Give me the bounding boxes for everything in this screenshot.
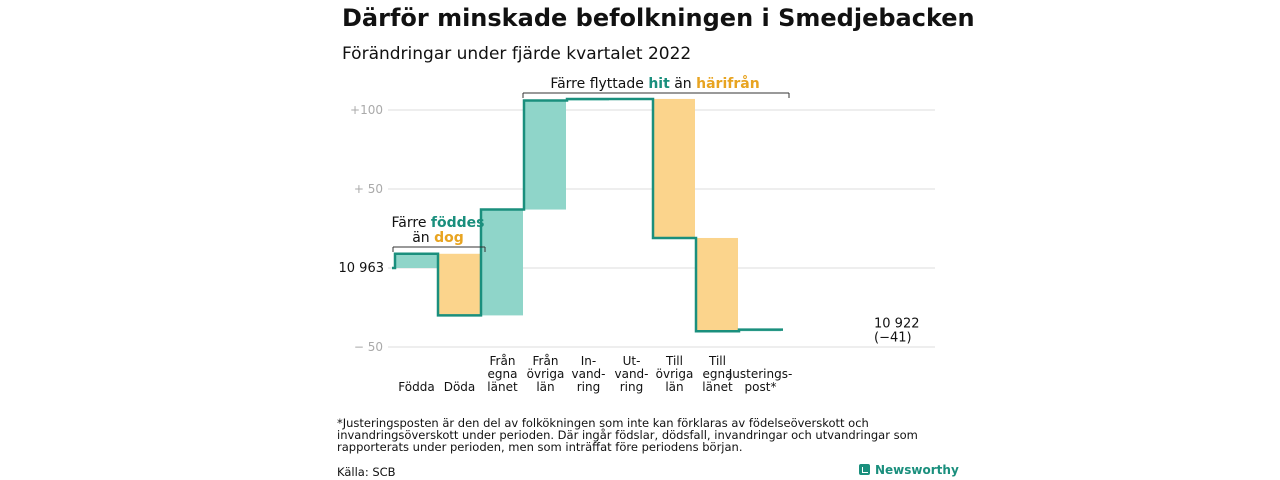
category-label: egna	[703, 367, 733, 381]
category-label: ring	[620, 380, 644, 394]
category-label: Från	[490, 354, 516, 368]
migration-annotation: Färre flyttade hit än härifrån	[550, 75, 759, 92]
category-label: övriga	[656, 367, 694, 381]
category-label: ring	[577, 380, 601, 394]
waterfall-bar	[396, 253, 437, 268]
category-label: län	[665, 380, 683, 394]
births-annotation-line2: än dog	[412, 230, 464, 246]
running-total-line	[392, 97, 783, 333]
category-label: Till	[665, 354, 683, 368]
waterfall-bar	[525, 100, 566, 210]
chart-title: Därför minskade befolkningen i Smedjebac…	[342, 4, 975, 32]
category-label: Döda	[444, 380, 476, 394]
end-change-label: (−41)	[874, 331, 912, 346]
category-label: Ut-	[623, 354, 641, 368]
brand-logo: Newsworthy	[859, 463, 959, 477]
category-label: länet	[487, 380, 518, 394]
waterfall-bar	[654, 98, 695, 238]
end-value-label: 10 922	[874, 317, 920, 332]
category-label: län	[536, 380, 554, 394]
category-label: Justerings-	[728, 367, 793, 381]
y-tick-label: +100	[350, 103, 383, 117]
category-label: länet	[702, 380, 733, 394]
brand-icon	[859, 464, 870, 475]
y-tick-label: − 50	[354, 340, 383, 354]
category-label: Födda	[398, 380, 434, 394]
category-label: övriga	[527, 367, 565, 381]
category-label: egna	[488, 367, 518, 381]
waterfall-bar	[439, 253, 480, 316]
footnote: *Justeringsposten är den del av folkökni…	[337, 416, 918, 454]
source-label: Källa: SCB	[337, 465, 396, 479]
waterfall-bar	[482, 209, 523, 316]
start-value-label: 10 963	[339, 261, 385, 276]
y-tick-label: + 50	[354, 182, 383, 196]
brand-name: Newsworthy	[875, 463, 959, 477]
category-label: In-	[581, 354, 596, 368]
category-label: vand-	[571, 367, 605, 381]
category-label: Till	[708, 354, 726, 368]
category-label: vand-	[614, 367, 648, 381]
chart-subtitle: Förändringar under fjärde kvartalet 2022	[342, 44, 692, 64]
category-label: Från	[533, 354, 559, 368]
category-label: post*	[745, 380, 777, 394]
births-annotation-line1: Färre föddes	[392, 215, 485, 231]
waterfall-bar	[697, 237, 738, 332]
